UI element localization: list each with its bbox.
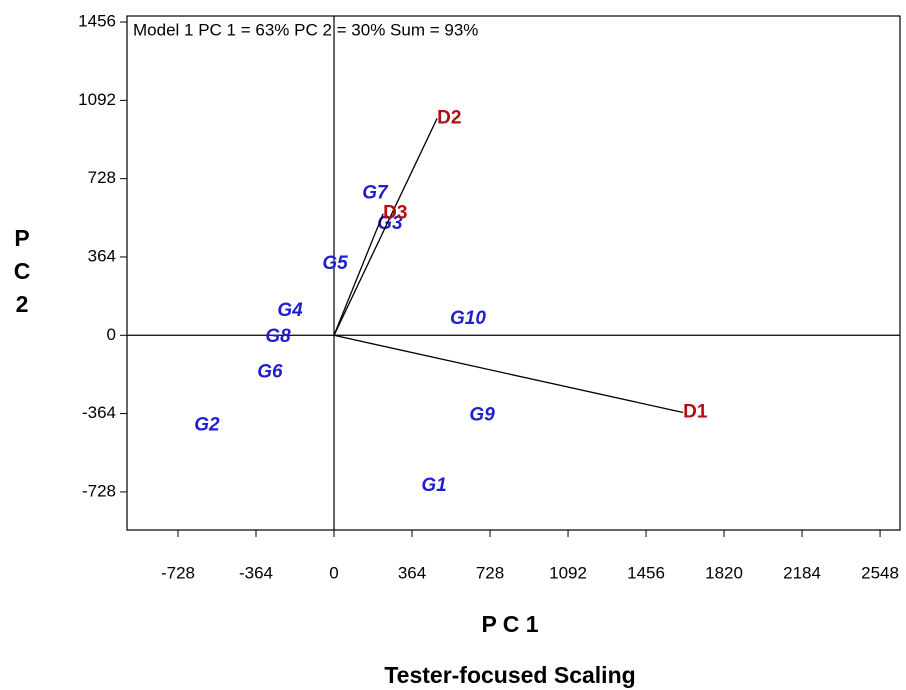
- tester-vector: [333, 213, 384, 336]
- x-tick-label: 0: [329, 563, 338, 582]
- genotype-label: G5: [322, 253, 348, 274]
- x-tick-label: 728: [476, 563, 504, 582]
- plot-frame: [126, 15, 901, 531]
- genotype-label: G1: [421, 475, 446, 496]
- y-tick-label: 364: [88, 246, 116, 265]
- y-tick-label: 1092: [78, 90, 116, 109]
- chart-title: Model 1 PC 1 = 63% PC 2 = 30% Sum = 93%: [133, 20, 478, 39]
- x-tick-label: 1092: [549, 563, 587, 582]
- y-tick-label: 728: [88, 168, 116, 187]
- genotype-label: G10: [450, 308, 486, 329]
- tester-label: D1: [683, 402, 708, 423]
- genotype-label: G9: [469, 405, 495, 426]
- x-tick-label: 1820: [705, 563, 743, 582]
- x-axis-label: P C 1: [481, 611, 538, 637]
- genotype-label: G4: [277, 300, 303, 321]
- x-tick-label: -364: [239, 563, 273, 582]
- y-tick-label: -364: [82, 403, 116, 422]
- x-tick-label: 364: [398, 563, 426, 582]
- genotype-label: G3: [377, 213, 403, 234]
- x-tick-label: 2548: [861, 563, 899, 582]
- x-tick-label: 1456: [627, 563, 665, 582]
- tester-label: D3: [383, 203, 407, 224]
- y-tick-label: -728: [82, 481, 116, 500]
- caption: Tester-focused Scaling: [384, 662, 635, 688]
- genotype-label: G2: [194, 415, 220, 436]
- tester-vector: [333, 334, 684, 414]
- x-tick-label: -728: [161, 563, 195, 582]
- y-tick-label: 1456: [78, 12, 116, 31]
- tester-vector: [333, 118, 438, 336]
- y-tick-label: 0: [107, 325, 116, 344]
- tester-label: D2: [437, 107, 461, 128]
- genotype-label: G7: [362, 183, 389, 204]
- genotype-label: G6: [257, 362, 283, 383]
- x-tick-label: 2184: [783, 563, 821, 582]
- genotype-label: G8: [265, 326, 291, 347]
